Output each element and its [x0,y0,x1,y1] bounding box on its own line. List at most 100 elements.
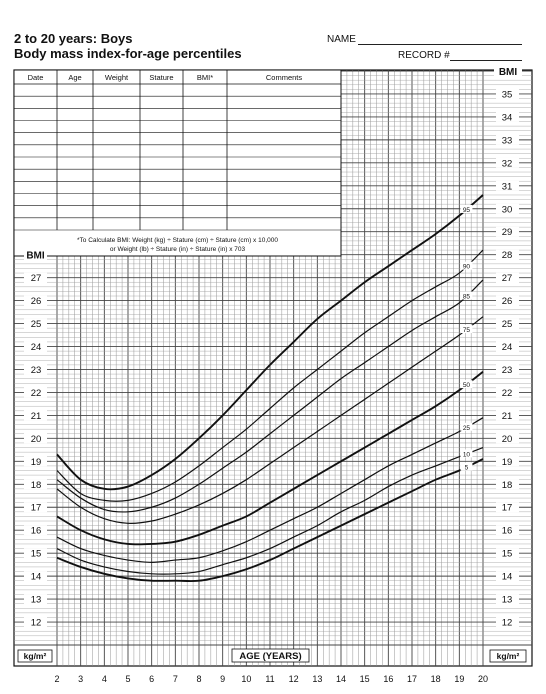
y-tick-left: 18 [31,480,42,491]
y-tick-right: 34 [502,112,513,123]
y-tick-bg-right [496,479,519,490]
percentile-label-bg [460,204,473,213]
y-tick-bg-left [24,433,47,444]
y-tick-right: 32 [502,158,513,169]
unit-label-right: kg/m² [497,651,520,661]
y-tick-bg-right [496,571,519,582]
y-tick-right: 14 [502,572,513,583]
y-tick-left: 22 [31,388,42,399]
y-tick-right: 21 [502,411,513,422]
percentile-line-75 [56,316,484,524]
x-tick-label: 5 [125,674,130,684]
y-tick-right: 22 [502,388,513,399]
y-tick-left: 14 [31,572,42,583]
record-field[interactable] [450,60,522,61]
y-tick-bg-right [496,525,519,536]
x-tick-label: 9 [220,674,225,684]
y-tick-right: 25 [502,319,513,330]
y-tick-right: 31 [502,181,513,192]
y-tick-right: 35 [502,89,513,100]
x-tick-label: 14 [336,674,346,684]
y-tick-bg-left [24,272,47,283]
name-label: NAME [327,34,356,45]
y-tick-left: 17 [31,503,42,514]
table-header-weight: Weight [105,73,129,82]
bmi-label-bg-right [494,65,522,77]
y-tick-left: 25 [31,319,42,330]
y-tick-left: 21 [31,411,42,422]
y-tick-right: 28 [502,250,513,261]
y-tick-bg-left [24,456,47,467]
chart-title-line2: Body mass index-for-age percentiles [14,46,242,61]
percentile-line-95 [56,194,484,491]
y-tick-right: 27 [502,273,513,284]
y-tick-left: 16 [31,526,42,537]
y-tick-left: 26 [31,296,42,307]
y-tick-right: 24 [502,342,513,353]
y-tick-bg-left [24,295,47,306]
y-tick-right: 23 [502,365,513,376]
percentile-line-85 [56,279,484,513]
x-tick-label: 2 [54,674,59,684]
percentile-label-5: 5 [465,465,469,472]
x-tick-label: 13 [312,674,322,684]
y-tick-bg-left [24,387,47,398]
table-header-bmi: BMI* [197,73,213,82]
x-tick-label: 15 [360,674,370,684]
y-tick-left: 23 [31,365,42,376]
table-header-age: Age [68,73,81,82]
y-tick-right: 12 [502,618,513,629]
percentile-label-bg [460,449,473,458]
record-table [13,69,342,257]
y-tick-bg-right [496,387,519,398]
y-tick-left: 19 [31,457,42,468]
x-tick-label: 12 [289,674,299,684]
unit-label-left: kg/m² [24,651,47,661]
table-header-date: Date [28,73,44,82]
name-field[interactable] [358,44,522,45]
y-tick-right: 19 [502,457,513,468]
y-tick-bg-right [496,502,519,513]
y-tick-right: 33 [502,135,513,146]
percentile-line-25 [56,417,484,563]
y-tick-bg-right [496,203,519,214]
y-tick-bg-left [24,479,47,490]
y-tick-left: 13 [31,595,42,606]
y-tick-bg-right [496,341,519,352]
percentile-label-25: 25 [463,425,471,432]
y-tick-right: 30 [502,204,513,215]
x-tick-label: 10 [241,674,251,684]
y-tick-bg-left [24,594,47,605]
record-label: RECORD # [398,50,450,61]
x-tick-label: 16 [383,674,393,684]
x-axis-label-box [231,648,310,663]
y-tick-right: 26 [502,296,513,307]
y-tick-bg-left [24,502,47,513]
y-tick-right: 29 [502,227,513,238]
percentile-label-bg [460,325,473,334]
percentile-label-85: 85 [463,294,471,301]
percentile-label-bg [460,291,473,300]
percentile-label-bg [460,462,473,471]
y-tick-right: 13 [502,595,513,606]
y-tick-bg-left [24,318,47,329]
x-tick-label: 3 [78,674,83,684]
y-tick-right: 18 [502,480,513,491]
y-tick-left: 20 [31,434,42,445]
unit-box-left [17,649,53,663]
y-axis-label-left: BMI [26,251,45,262]
percentile-label-90: 90 [463,264,471,271]
y-tick-bg-right [496,272,519,283]
y-tick-bg-right [496,88,519,99]
table-header-comments: Comments [266,73,303,82]
y-tick-bg-right [496,157,519,168]
x-tick-label: 8 [196,674,201,684]
y-tick-bg-left [24,548,47,559]
y-tick-bg-right [496,364,519,375]
y-tick-bg-right [496,295,519,306]
x-tick-label: 4 [102,674,107,684]
percentile-line-10 [56,446,484,575]
percentile-label-95: 95 [463,207,471,214]
y-tick-bg-right [496,180,519,191]
x-tick-label: 20 [478,674,488,684]
